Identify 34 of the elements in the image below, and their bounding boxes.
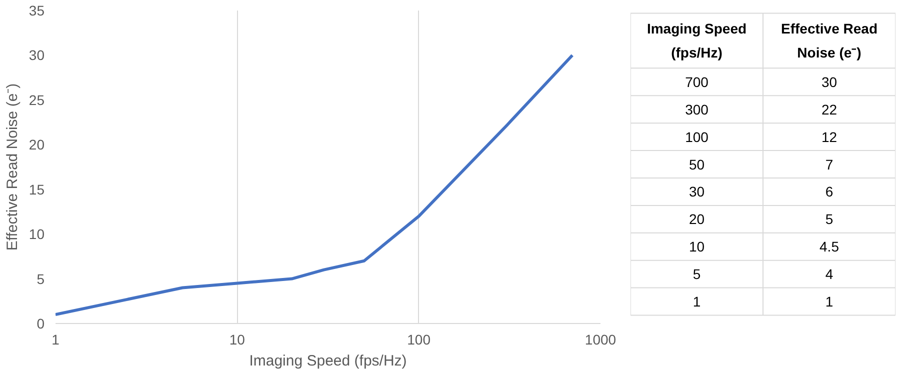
text: 7	[825, 156, 834, 172]
text: 5	[692, 266, 701, 282]
text: 50	[688, 156, 705, 172]
y-tick-label: 20	[28, 136, 45, 153]
text: 10	[688, 238, 705, 255]
y-axis-title: Effective Read Noise (e⁻)	[4, 83, 21, 251]
x-axis-title: Imaging Speed (fps/Hz)	[249, 352, 407, 370]
text: 6	[825, 184, 834, 200]
text: 1	[825, 294, 834, 310]
text: Effective Read Noise (e⁻)	[781, 20, 878, 61]
text: 12	[821, 128, 838, 145]
text: 30	[821, 74, 838, 90]
y-tick-label: 35	[28, 2, 45, 18]
y-tick-label: 10	[28, 226, 45, 242]
x-tick-label: 1000	[584, 332, 616, 348]
x-tick-label: 100	[407, 332, 431, 348]
text: 300	[685, 101, 709, 118]
x-tick-label: 10	[229, 332, 246, 348]
text: 4.5	[820, 238, 840, 255]
text: 1	[692, 294, 701, 310]
text: 5	[825, 211, 834, 228]
y-tick-label: 5	[36, 270, 45, 287]
text: 20	[688, 211, 705, 228]
x-tick-label: 1	[52, 332, 60, 348]
y-tick-label: 25	[28, 92, 45, 108]
text: 100	[685, 128, 709, 145]
text: Imaging Speed (fps/Hz)	[646, 20, 747, 61]
y-tick-label: 0	[36, 316, 45, 332]
y-tick-label: 30	[28, 47, 45, 64]
text: 30	[688, 184, 705, 200]
text: 22	[821, 101, 838, 118]
text: 4	[825, 266, 834, 282]
text: 700	[685, 74, 709, 90]
y-tick-label: 15	[28, 181, 45, 198]
